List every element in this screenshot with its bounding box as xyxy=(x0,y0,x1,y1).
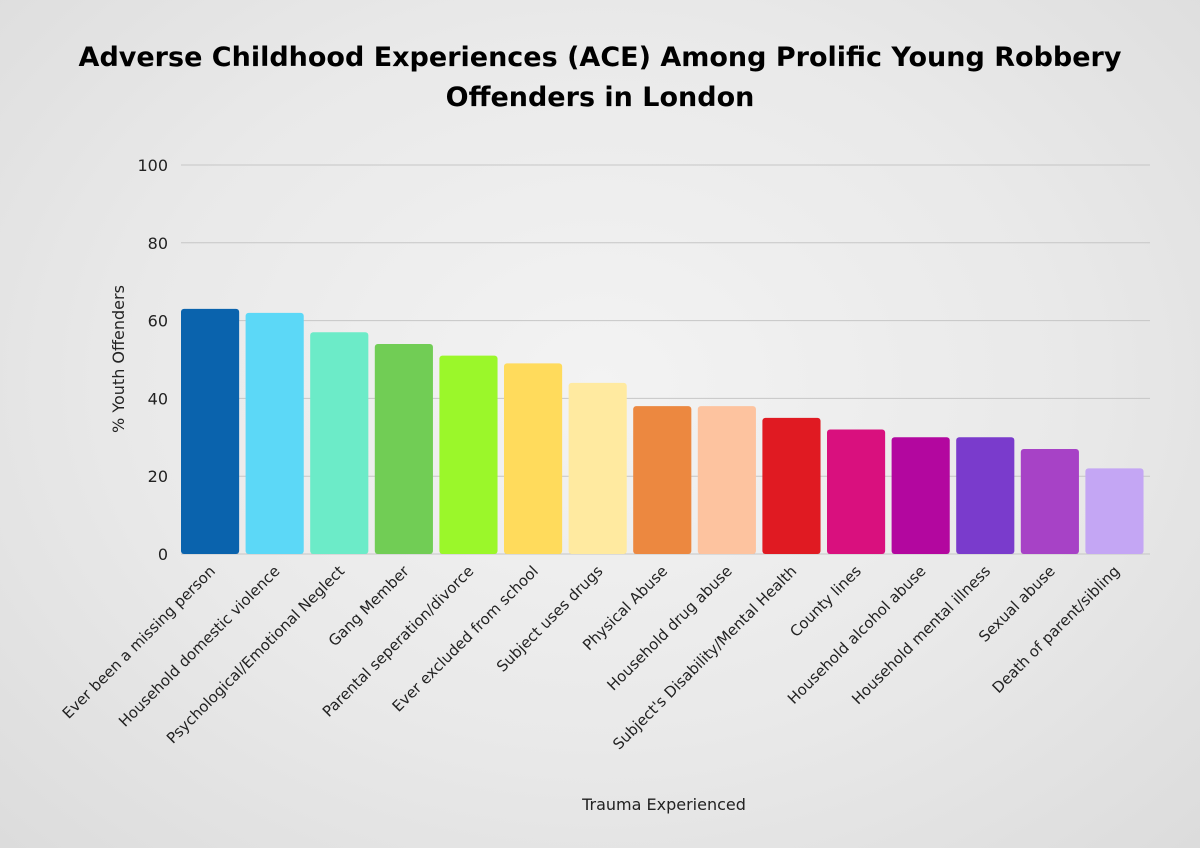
y-tick-label: 0 xyxy=(158,545,168,564)
bar xyxy=(891,437,950,554)
chart-title: Adverse Childhood Experiences (ACE) Amon… xyxy=(78,42,1122,113)
bars xyxy=(181,308,1144,554)
x-axis-label: Trauma Experienced xyxy=(581,795,746,814)
bar xyxy=(439,355,498,554)
bar xyxy=(310,332,369,554)
y-tick-label: 80 xyxy=(148,234,168,253)
x-tick-label: Household mental illness xyxy=(848,562,994,708)
bar xyxy=(374,343,433,554)
bar xyxy=(697,406,756,554)
bar xyxy=(504,363,563,554)
bar xyxy=(181,308,240,554)
y-tick-label: 20 xyxy=(148,467,168,486)
bar xyxy=(827,429,886,554)
x-tick-label: Death of parent/sibling xyxy=(989,562,1124,697)
bar xyxy=(633,406,692,554)
x-tick-label: Household drug abuse xyxy=(604,562,736,694)
x-tick-label: Subject uses drugs xyxy=(493,562,607,676)
bar xyxy=(1085,468,1144,554)
bar xyxy=(245,312,304,554)
y-axis-ticks: 0 20 40 60 80 100 xyxy=(137,156,168,564)
y-tick-label: 100 xyxy=(137,156,168,175)
bar xyxy=(956,437,1015,554)
bar xyxy=(1020,448,1079,554)
y-axis-label: % Youth Offenders xyxy=(109,285,128,433)
bar xyxy=(762,417,821,554)
y-tick-label: 60 xyxy=(148,312,168,331)
y-tick-label: 40 xyxy=(148,389,168,408)
bar xyxy=(568,382,627,554)
